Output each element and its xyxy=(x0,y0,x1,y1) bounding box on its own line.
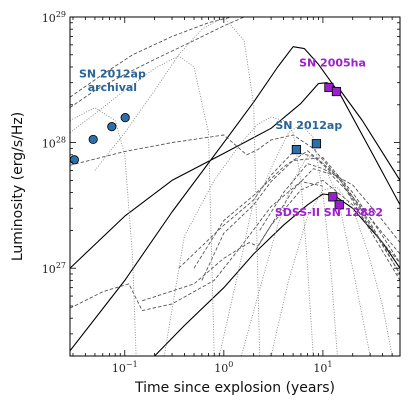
model-curve-dotted-14 xyxy=(70,55,215,356)
x-axis-title: Time since explosion (years) xyxy=(134,380,335,396)
x-tick-label-1: 10−1 xyxy=(112,360,138,375)
data-point-series-1-1 xyxy=(69,155,79,165)
model-curve-dashed-11 xyxy=(142,179,400,302)
annotation-1-line-1: SN 2012ap xyxy=(79,67,146,80)
annotation-3-line-1: SN 2005ha xyxy=(299,56,366,69)
model-curve-dashed-13 xyxy=(259,163,400,243)
model-curve-dashed-7 xyxy=(178,151,400,275)
data-point-series-4-2 xyxy=(334,200,344,210)
model-curve-dashed-10 xyxy=(70,181,323,312)
data-point-series-1-2 xyxy=(88,134,98,145)
y-axis-title: Luminosity (erg/s/Hz) xyxy=(10,112,26,261)
model-curve-solid-1 xyxy=(70,46,400,352)
model-curve-dotted-19 xyxy=(240,155,371,356)
plot-frame xyxy=(69,16,401,357)
data-markers xyxy=(69,82,344,210)
data-point-series-1-4 xyxy=(120,113,130,123)
model-curve-dashed-12 xyxy=(255,168,400,255)
data-point-series-1-3 xyxy=(107,122,117,132)
model-curve-dashed-8 xyxy=(193,150,400,275)
y-tick-label-3: 1029 xyxy=(42,10,66,25)
data-point-series-2-2 xyxy=(311,139,322,149)
y-tick-label-1: 1027 xyxy=(42,261,66,276)
data-point-series-2-1 xyxy=(291,144,301,155)
data-point-series-3-2 xyxy=(331,86,342,97)
model-curve-solid-3 xyxy=(154,193,400,356)
data-point-series-4-1 xyxy=(328,192,338,202)
model-curve-dashed-4 xyxy=(70,17,245,108)
model-curve-dotted-18 xyxy=(218,123,338,356)
model-curve-dashed-5 xyxy=(70,17,232,98)
annotation-2-line-1: SN 2012ap xyxy=(275,119,342,132)
model-curve-dotted-16 xyxy=(94,17,261,356)
annotation-1-line-2: archival xyxy=(88,81,137,94)
y-tick-label-2: 1028 xyxy=(42,136,66,151)
x-tick-label-3: 101 xyxy=(313,360,332,375)
model-curve-solid-2 xyxy=(70,82,400,269)
model-curve-dotted-15 xyxy=(70,107,137,356)
model-curve-dotted-17 xyxy=(163,116,314,356)
model-curves xyxy=(70,17,400,356)
x-tick-label-2: 100 xyxy=(214,360,233,375)
annotation-4-line-1: SDSS-II SN 12882 xyxy=(275,206,383,219)
